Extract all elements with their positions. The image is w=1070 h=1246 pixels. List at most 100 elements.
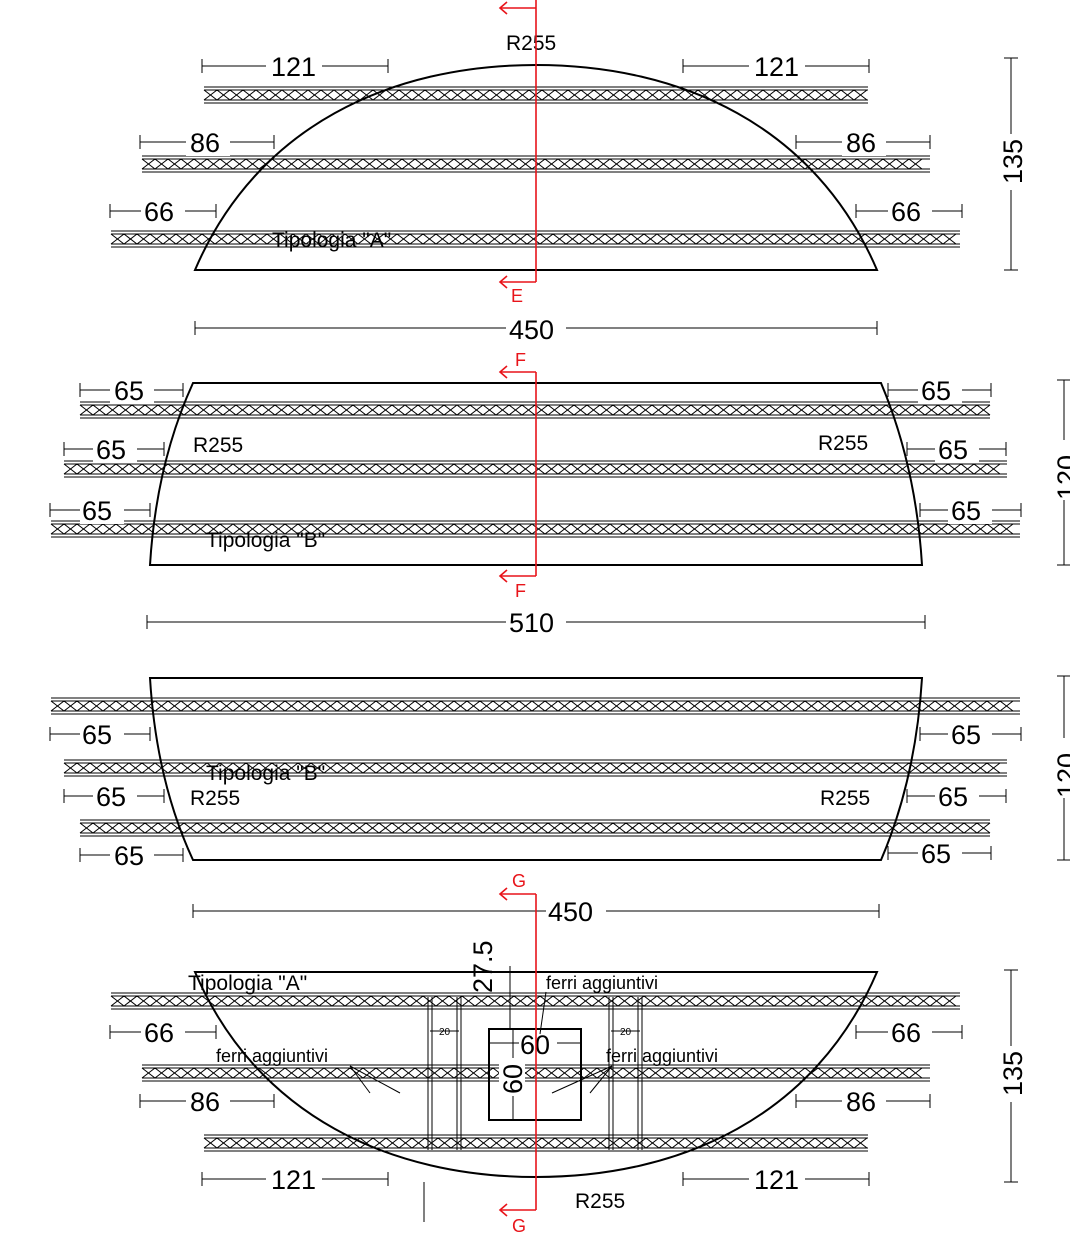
svg-text:510: 510 xyxy=(509,608,554,638)
rebar-length-dim: 65 xyxy=(919,720,1022,750)
svg-text:86: 86 xyxy=(846,1087,876,1117)
section-line-f: F F xyxy=(498,350,537,601)
rebar-band xyxy=(50,697,1020,715)
radius-label: R255 xyxy=(820,787,870,810)
svg-text:120: 120 xyxy=(1052,753,1070,798)
svg-text:65: 65 xyxy=(82,496,112,526)
svg-text:65: 65 xyxy=(938,782,968,812)
rebar-band xyxy=(63,759,1007,777)
panel-type-label: Tipologia "A" xyxy=(272,229,391,252)
svg-text:121: 121 xyxy=(754,1165,799,1195)
rebar-length-dim: 66 xyxy=(109,197,217,227)
svg-text:60: 60 xyxy=(520,1030,550,1060)
rebar-band xyxy=(79,819,991,837)
svg-text:135: 135 xyxy=(998,1051,1028,1096)
panel-tipologia-b-lower: R255 R255 Tipologia "B" 65 65 65 65 65 xyxy=(49,675,1070,927)
radius-label: R255 xyxy=(575,1190,625,1213)
rebar-length-dim: 65 xyxy=(887,839,992,869)
radius-label: R255 xyxy=(190,787,240,810)
section-mark: E xyxy=(511,286,523,306)
svg-text:20: 20 xyxy=(439,1027,451,1038)
svg-text:65: 65 xyxy=(114,841,144,871)
rebar-length-dim: 121 xyxy=(201,1165,389,1195)
rebar-length-dim: 86 xyxy=(139,1087,275,1117)
bar-spacing-dim: 20 xyxy=(611,1027,640,1038)
width-dimension: 510 xyxy=(146,608,926,638)
radius-label: R255 xyxy=(193,434,243,457)
radius-label: R255 xyxy=(506,32,556,55)
panel-type-label: Tipologia "B" xyxy=(206,762,325,785)
rebar-length-dim: 65 xyxy=(906,435,1007,465)
rebar-length-dim: 65 xyxy=(887,376,992,406)
rebar-length-dim: 121 xyxy=(201,52,389,82)
opening-width-dim: 60 xyxy=(489,1030,581,1060)
section-mark: F xyxy=(515,581,526,601)
svg-text:27.5: 27.5 xyxy=(468,940,498,993)
rebar-length-dim: 86 xyxy=(795,1087,931,1117)
svg-text:121: 121 xyxy=(754,52,799,82)
additional-bars-label: ferri aggiuntivi xyxy=(606,1046,718,1066)
rebar-length-dim: 66 xyxy=(109,1018,217,1048)
section-line-g: G G xyxy=(498,871,537,1236)
svg-text:450: 450 xyxy=(548,897,593,927)
svg-text:65: 65 xyxy=(921,839,951,869)
rebar-length-dim: 65 xyxy=(63,435,165,465)
height-dimension: 120 xyxy=(1052,379,1070,566)
rebar-band xyxy=(79,401,991,419)
section-mark: F xyxy=(515,350,526,370)
rebar-length-dim: 65 xyxy=(79,841,184,871)
svg-text:86: 86 xyxy=(190,1087,220,1117)
svg-text:65: 65 xyxy=(938,435,968,465)
rebar-length-dim: 121 xyxy=(682,52,870,82)
height-dimension: 135 xyxy=(997,57,1028,271)
svg-text:66: 66 xyxy=(144,1018,174,1048)
rebar-length-dim: 65 xyxy=(79,376,184,406)
svg-text:65: 65 xyxy=(951,720,981,750)
width-dimension: 450 xyxy=(194,314,878,345)
rebar-length-dim: 65 xyxy=(49,496,151,526)
svg-text:450: 450 xyxy=(509,315,554,345)
panel-tipologia-a-bottom: R255 Tipologia "A" 60 60 27.5 xyxy=(109,940,1028,1222)
opening-height-dim: 60 xyxy=(498,1029,528,1120)
height-dimension: 135 xyxy=(997,969,1028,1183)
panel-type-label: Tipologia "B" xyxy=(206,529,325,552)
rebar-length-dim: 86 xyxy=(795,128,931,158)
additional-bars-label: ferri aggiuntivi xyxy=(546,973,658,993)
rebar-length-dim: 66 xyxy=(855,1018,963,1048)
svg-text:65: 65 xyxy=(96,782,126,812)
svg-text:66: 66 xyxy=(891,1018,921,1048)
svg-text:86: 86 xyxy=(846,128,876,158)
svg-text:135: 135 xyxy=(998,139,1028,184)
svg-text:66: 66 xyxy=(144,197,174,227)
rebar-length-dim: 121 xyxy=(682,1165,870,1195)
opening xyxy=(488,1028,582,1121)
height-dimension: 120 xyxy=(1052,675,1070,861)
svg-text:65: 65 xyxy=(951,496,981,526)
panel-tipologia-a-top: R255 Tipologia "A" 121 121 86 86 66 xyxy=(109,32,1028,345)
panel-type-label: Tipologia "A" xyxy=(188,972,307,995)
additional-bars xyxy=(427,997,643,1150)
panel-tipologia-b-upper: R255 R255 Tipologia "B" 65 65 65 65 65 xyxy=(49,376,1070,638)
width-dimension: 450 xyxy=(192,897,880,927)
section-line-e: E xyxy=(498,0,537,306)
svg-text:121: 121 xyxy=(271,1165,316,1195)
svg-text:86: 86 xyxy=(190,128,220,158)
rebar-length-dim: 65 xyxy=(906,782,1007,812)
svg-text:65: 65 xyxy=(921,376,951,406)
svg-text:120: 120 xyxy=(1052,455,1070,500)
section-mark: G xyxy=(512,871,526,891)
svg-text:60: 60 xyxy=(498,1064,528,1094)
rebar-length-dim: 65 xyxy=(63,782,165,812)
panel-outline xyxy=(148,382,924,566)
radius-label: R255 xyxy=(818,432,868,455)
section-mark: G xyxy=(512,1216,526,1236)
svg-text:121: 121 xyxy=(271,52,316,82)
svg-text:65: 65 xyxy=(114,376,144,406)
opening-offset-dim: 27.5 xyxy=(468,940,511,1029)
rebar-length-dim: 65 xyxy=(49,720,151,750)
svg-text:65: 65 xyxy=(96,435,126,465)
rebar-length-dim: 65 xyxy=(919,496,1022,526)
additional-bars-label: ferri aggiuntivi xyxy=(216,1046,328,1066)
rebar-length-dim: 86 xyxy=(139,128,275,158)
